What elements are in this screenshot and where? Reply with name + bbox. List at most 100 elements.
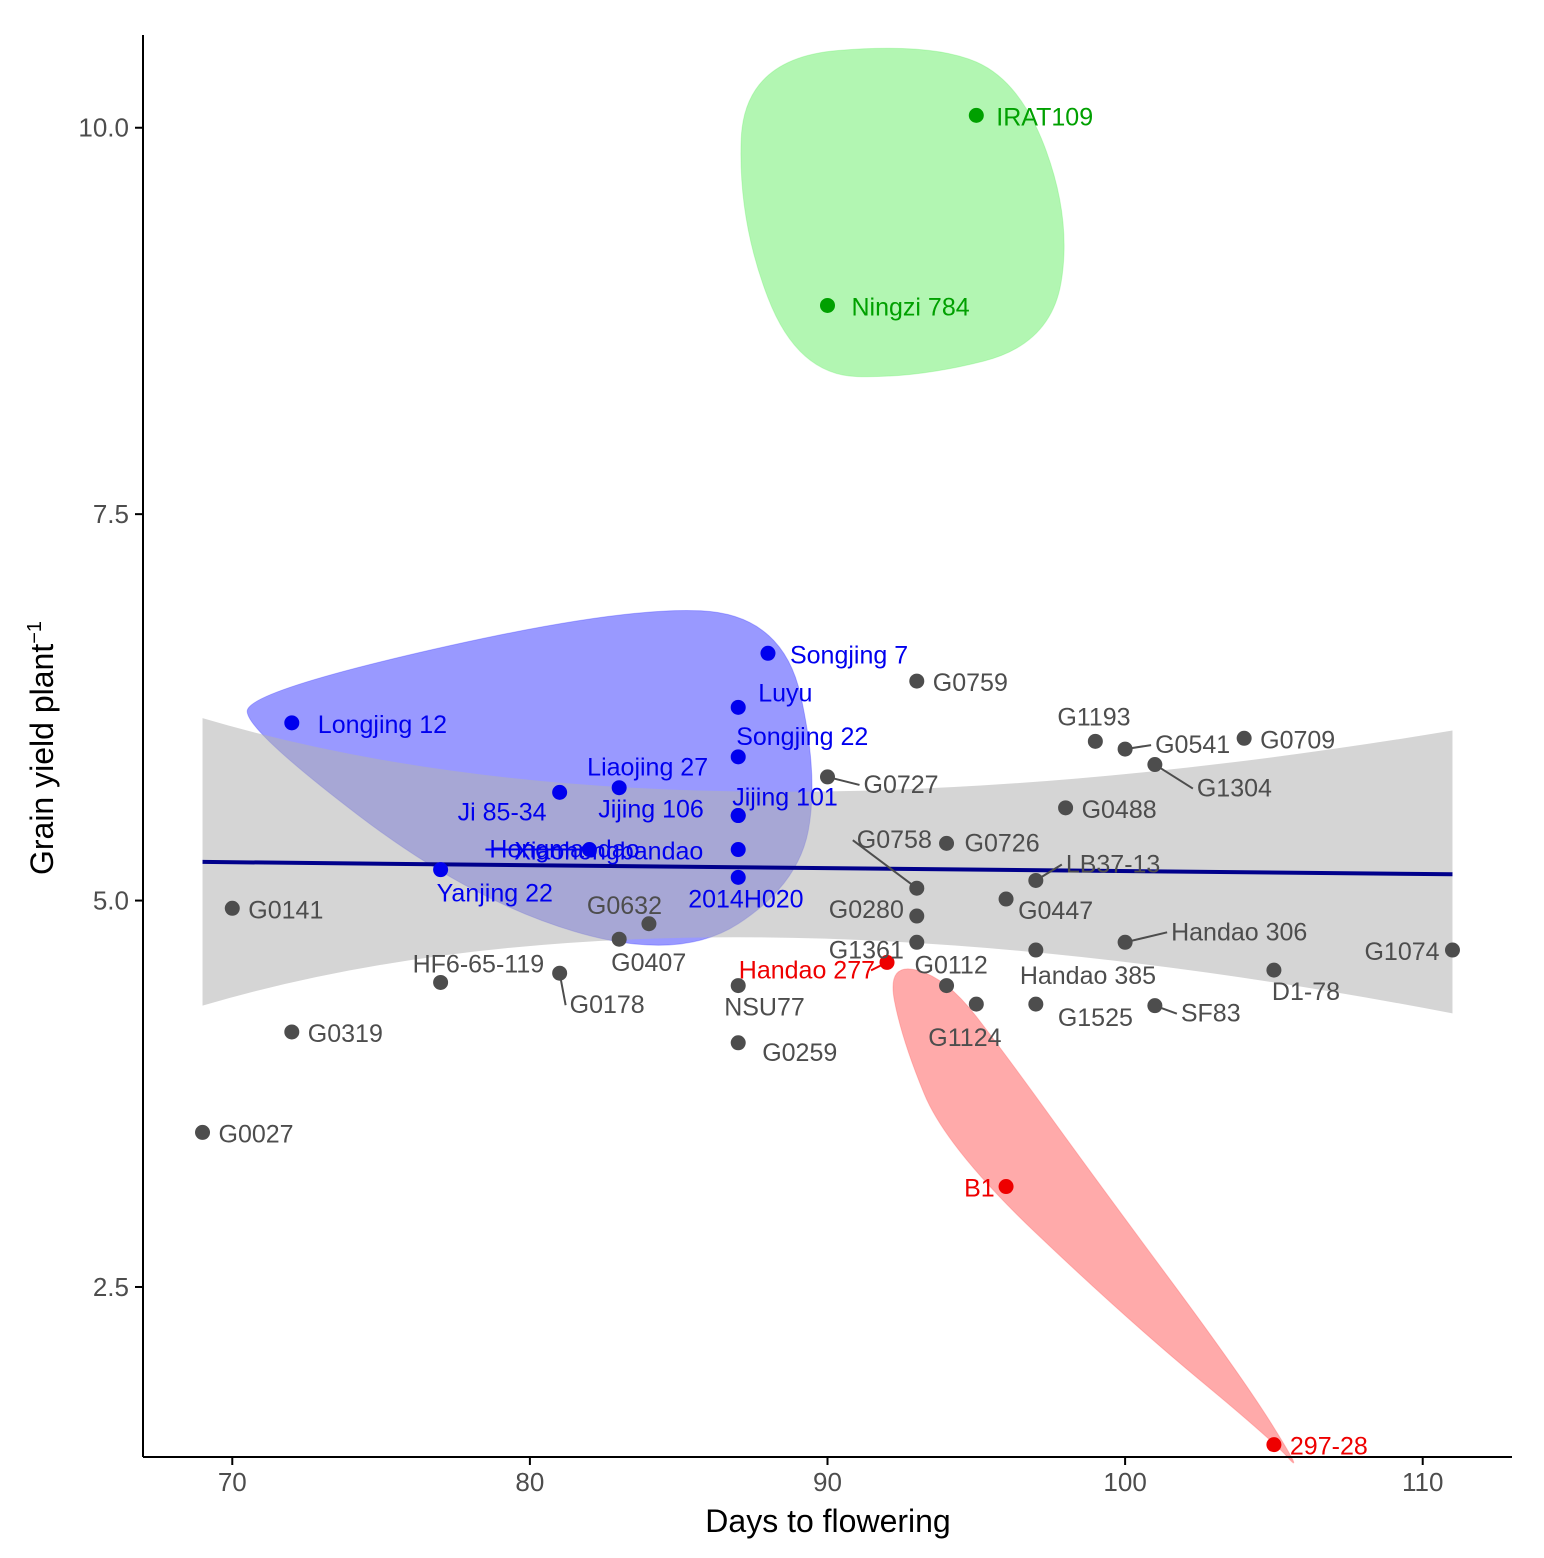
- point-g0178: [552, 965, 568, 981]
- label-g1361: G1361: [829, 936, 904, 964]
- label-jijing-101: Jijing 101: [732, 784, 838, 812]
- label-g0541: G0541: [1155, 731, 1230, 759]
- group-hulls: [246, 47, 1295, 1464]
- point-b1: [998, 1179, 1014, 1195]
- label-luyu: Luyu: [758, 679, 812, 707]
- point-g0541: [1117, 741, 1133, 757]
- label-297-28: 297-28: [1290, 1433, 1368, 1461]
- point-lb37-13: [1028, 872, 1044, 888]
- label-lb37-13: LB37-13: [1066, 850, 1161, 878]
- point-g0407: [611, 931, 627, 947]
- label-hf6-65-119: HF6-65-119: [413, 950, 545, 978]
- label-ji-85-34: Ji 85-34: [458, 798, 547, 826]
- label-g0709: G0709: [1260, 726, 1335, 754]
- hull-green: [740, 47, 1065, 378]
- x-tick-label: 70: [218, 1467, 247, 1497]
- label-sf83: SF83: [1181, 1000, 1241, 1028]
- point-labels: IRAT109 Ningzi 784 Songjing 7 Luyu Longjing …: [219, 103, 1440, 1460]
- label-g0727: G0727: [864, 771, 939, 799]
- label-liaojing-27: Liaojing 27: [587, 754, 708, 782]
- label-g1304: G1304: [1197, 775, 1272, 803]
- data-points: [195, 107, 1460, 1453]
- point-ningzi-784: [820, 297, 835, 313]
- y-axis-title-superscript: −1: [24, 621, 46, 644]
- label-g0259: G0259: [762, 1039, 837, 1067]
- y-tick-label: 2.5: [93, 1272, 129, 1302]
- trend-line: [202, 859, 1453, 877]
- label-g0632: G0632: [587, 892, 662, 920]
- label-b1: B1: [964, 1175, 995, 1203]
- trend-line-layer: [202, 859, 1453, 877]
- label-songjing-7: Songjing 7: [790, 641, 908, 669]
- label-g1074: G1074: [1364, 938, 1439, 966]
- label-g0488: G0488: [1082, 796, 1157, 824]
- label-g0758: G0758: [857, 826, 932, 854]
- label-g0447: G0447: [1018, 897, 1093, 925]
- label-g1525: G1525: [1058, 1004, 1133, 1032]
- x-axis-title: Days to flowering: [705, 1503, 950, 1539]
- point-g0709: [1236, 730, 1252, 746]
- point-g1361: [909, 934, 925, 950]
- point-g0758: [909, 880, 925, 896]
- label-songjing-22: Songjing 22: [736, 723, 868, 751]
- point-297-28: [1266, 1437, 1282, 1453]
- point-g1193: [1087, 733, 1103, 749]
- point-g0727: [820, 769, 835, 785]
- point-g0141: [224, 900, 240, 916]
- point-luyu: [730, 699, 746, 715]
- point-handao-306: [1117, 934, 1133, 950]
- point-g0759: [909, 673, 925, 689]
- point-g0280: [909, 908, 925, 924]
- point-d1-78: [1266, 962, 1282, 978]
- label-g0726: G0726: [965, 829, 1040, 857]
- point-g0447: [998, 891, 1014, 907]
- label-g0407: G0407: [611, 949, 686, 977]
- label-d1-78: D1-78: [1272, 978, 1340, 1006]
- point-hongmaodao: [581, 842, 597, 858]
- label-g0178: G0178: [570, 991, 645, 1019]
- point-songjing-22: [730, 749, 746, 765]
- label-g0319: G0319: [308, 1020, 383, 1048]
- label-handao-277: Handao 277: [739, 956, 875, 984]
- label-g0027: G0027: [219, 1120, 294, 1148]
- leader-g0758: [852, 839, 918, 890]
- point-g0112: [939, 978, 955, 994]
- y-tick-label: 7.5: [93, 499, 129, 529]
- label-g0280: G0280: [829, 896, 904, 924]
- label-xiaohongbandao: Xiaohongbandao: [514, 838, 703, 866]
- label-irat109: IRAT109: [996, 103, 1093, 131]
- point-yanjing-22: [433, 862, 449, 878]
- label-jijing-106: Jijing 106: [598, 796, 704, 824]
- x-tick-label: 90: [813, 1467, 842, 1497]
- label-g0112: G0112: [915, 952, 988, 980]
- point-g0319: [284, 1024, 300, 1040]
- point-songjing-7: [760, 645, 776, 661]
- x-tick-label: 80: [515, 1467, 544, 1497]
- point-g0488: [1058, 800, 1074, 816]
- label-nsu77: NSU77: [724, 994, 805, 1022]
- label-2014h020: 2014H020: [688, 885, 803, 913]
- hull-red: [892, 968, 1295, 1464]
- label-g1124: G1124: [928, 1024, 1001, 1052]
- point-g1525: [1028, 996, 1044, 1012]
- point-g0027: [195, 1124, 211, 1140]
- label-handao-385: Handao 385: [1020, 962, 1156, 990]
- point-ji-85-34: [552, 784, 568, 800]
- label-longjing-12: Longjing 12: [318, 711, 447, 739]
- point-hf6-65-119: [433, 974, 449, 990]
- label-hongmaodao: Hongmaodao: [489, 836, 639, 864]
- point-g1124: [968, 996, 984, 1012]
- label-g1193: G1193: [1057, 703, 1130, 731]
- point-g0632: [641, 916, 657, 932]
- label-yanjing-22: Yanjing 22: [437, 880, 553, 908]
- point-longjing-12: [284, 715, 300, 731]
- point-irat109: [968, 107, 984, 123]
- point-jijing-101: [730, 808, 746, 824]
- point-g1074: [1444, 942, 1460, 958]
- y-axis-title: Grain yield plant−1: [24, 621, 60, 875]
- point-handao-385: [1028, 942, 1044, 958]
- x-tick-label: 100: [1103, 1467, 1146, 1497]
- y-tick-label: 10.0: [78, 113, 129, 143]
- point-nsu77: [730, 978, 746, 994]
